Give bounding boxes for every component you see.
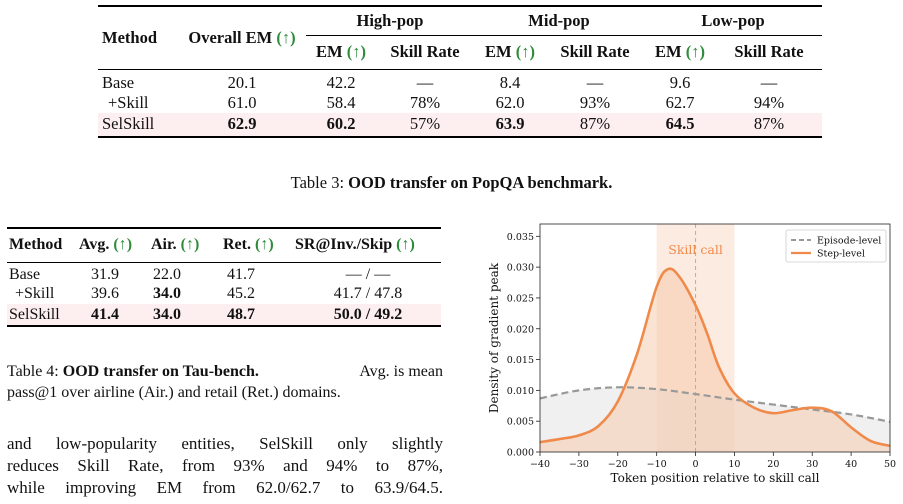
plot-frame	[539, 223, 891, 453]
group-low-pop: Low-pop	[644, 5, 822, 36]
table-row-highlighted: SelSkill 41.4 34.0 48.7 50.0 / 49.2	[7, 304, 441, 327]
legend: Episode-level Step-level	[785, 229, 887, 263]
series-line-episode-level	[539, 386, 891, 423]
legend-label-episode-level: Episode-level	[817, 236, 881, 247]
table-row: Base 31.9 22.0 41.7 — / —	[9, 265, 391, 283]
group-high-pop: High-pop	[306, 5, 474, 36]
skill-call-annotation: Skill call	[668, 242, 723, 257]
body-paragraph: and low-popularity entities, SelSkill on…	[7, 434, 443, 497]
x-tick-label: 40	[845, 459, 857, 470]
up-arrow-icon: (↑)	[396, 236, 415, 254]
series-line-step-level	[539, 267, 891, 448]
table-3: Method Overall EM (↑) High-pop Mid-pop L…	[98, 5, 822, 138]
col-sr-inv-skip: SR@Inv./Skip (↑)	[295, 227, 441, 263]
x-axis-label: Token position relative to skill call	[611, 471, 820, 485]
col-air: Air. (↑)	[151, 227, 223, 263]
col-overall-em: Overall EM (↑)	[178, 5, 306, 69]
col-high-em: EM (↑)	[316, 42, 366, 61]
y-tick-label: 0.005	[507, 417, 534, 428]
table-3-caption: Table 3: OOD transfer on PopQA benchmark…	[290, 173, 613, 192]
x-tick-label: 30	[806, 459, 818, 470]
table-4-caption: Table 4: OOD transfer on Tau-bench. Avg.…	[7, 363, 443, 401]
x-tick-label: −20	[608, 459, 628, 470]
col-low-skill-rate: Skill Rate	[734, 42, 804, 61]
y-tick-label: 0.000	[507, 448, 534, 459]
legend-label-step-level: Step-level	[817, 249, 865, 260]
y-tick-label: 0.015	[507, 355, 534, 366]
up-arrow-icon: (↑)	[515, 42, 535, 61]
y-tick-label: 0.020	[507, 324, 534, 335]
col-mid-em: EM (↑)	[485, 42, 535, 61]
y-axis-label: Density of gradient peak	[487, 262, 501, 413]
table-row: +Skill 61.0 58.4 78% 62.0 93% 62.7 94%	[108, 92, 785, 112]
x-tick-label: −40	[530, 459, 550, 470]
plot-area: −40 −30 −20 −10 0 10 20 30 40 50 0.000 0.005 0.010 0.…	[507, 223, 896, 470]
up-arrow-icon: (↑)	[346, 42, 366, 61]
table-4: Method Avg. (↑) Air. (↑) Ret. (↑) SR@Inv…	[7, 227, 441, 327]
col-method: Method	[98, 5, 178, 69]
col-method: Method	[7, 227, 79, 263]
gradient-peak-density-chart: −40 −30 −20 −10 0 10 20 30 40 50 0.000 0.005 0.010 0.…	[487, 223, 896, 485]
col-mid-skill-rate: Skill Rate	[560, 42, 630, 61]
y-tick-label: 0.030	[507, 263, 534, 274]
x-tick-label: −30	[569, 459, 589, 470]
up-arrow-icon: (↑)	[254, 236, 274, 254]
table-row-highlighted: SelSkill 62.9 60.2 57% 63.9 87% 64.5 87%	[98, 112, 822, 138]
x-tick-label: 20	[767, 459, 779, 470]
x-tick-label: 0	[693, 459, 699, 470]
y-tick-label: 0.025	[507, 293, 534, 304]
x-tick-label: 50	[884, 459, 896, 470]
x-tick-label: −10	[647, 459, 667, 470]
table-row: Base 20.1 42.2 — 8.4 — 9.6 —	[98, 68, 822, 93]
group-mid-pop: Mid-pop	[474, 5, 644, 36]
y-tick-label: 0.010	[507, 386, 534, 397]
col-ret: Ret. (↑)	[223, 227, 295, 263]
y-tick-label: 0.035	[507, 232, 534, 243]
col-low-em: EM (↑)	[655, 42, 705, 61]
up-arrow-icon: (↑)	[180, 236, 200, 254]
up-arrow-icon: (↑)	[113, 236, 133, 254]
x-tick-label: 10	[728, 459, 740, 470]
table-row: +Skill 39.6 34.0 45.2 41.7 / 47.8	[15, 285, 403, 302]
up-arrow-icon: (↑)	[276, 27, 296, 47]
col-high-skill-rate: Skill Rate	[390, 42, 460, 61]
up-arrow-icon: (↑)	[685, 42, 705, 61]
col-avg: Avg. (↑)	[79, 227, 151, 263]
